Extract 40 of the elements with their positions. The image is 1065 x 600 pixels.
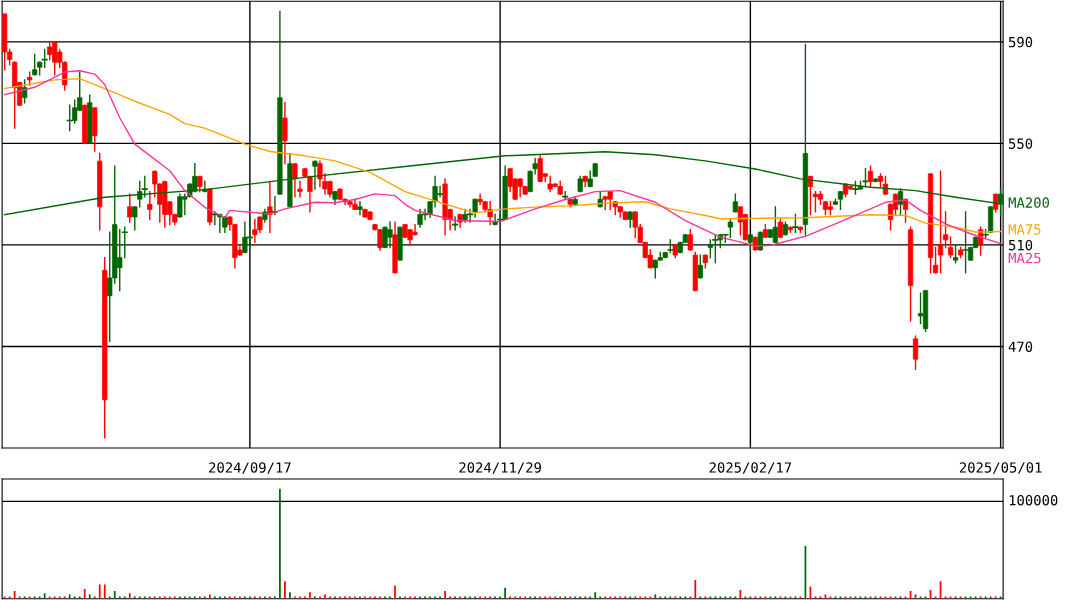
candlestick xyxy=(141,175,148,198)
candlestick xyxy=(912,335,919,371)
candlestick xyxy=(436,185,444,198)
candlestick xyxy=(947,236,954,259)
candlestick xyxy=(297,180,303,198)
candlestick xyxy=(867,165,874,188)
candlestick xyxy=(246,216,253,249)
candlestick xyxy=(127,193,133,223)
text: 100000 xyxy=(1009,494,1058,506)
candlestick xyxy=(937,170,944,274)
series-label: MA200 xyxy=(1008,197,1050,208)
x-tick-label: 2025/02/17 xyxy=(709,462,792,474)
candlestick xyxy=(932,246,939,274)
candlestick xyxy=(202,180,208,193)
candlestick xyxy=(892,193,899,216)
candlestick xyxy=(697,254,703,279)
candlestick xyxy=(492,213,498,226)
candlestick xyxy=(562,190,569,200)
x-tick-label: 2024/09/17 xyxy=(209,462,291,474)
candlestick xyxy=(962,211,969,274)
candlestick xyxy=(812,190,819,213)
candlestick xyxy=(312,160,318,190)
y-tick-label: 470 xyxy=(1008,341,1033,352)
candlestick xyxy=(357,201,363,216)
candlestick xyxy=(712,234,719,264)
candlestick xyxy=(942,211,949,249)
series-label: MA75 xyxy=(1008,224,1041,235)
candlestick xyxy=(147,190,153,221)
y-tick-label: 510 xyxy=(1008,239,1033,251)
candlestick xyxy=(307,175,313,213)
candlestick xyxy=(22,79,28,104)
candlestick xyxy=(267,180,273,233)
series-label: MA25 xyxy=(1008,252,1041,264)
x-tick-label: 2025/05/01 xyxy=(959,462,1042,474)
candlestick xyxy=(917,292,924,325)
y-tick-label: 550 xyxy=(1008,138,1033,149)
x-tick-label: 2024/11/29 xyxy=(459,462,541,474)
candlestick xyxy=(282,102,288,165)
y-tick-label: 590 xyxy=(1008,36,1033,48)
candlestick xyxy=(687,228,693,251)
